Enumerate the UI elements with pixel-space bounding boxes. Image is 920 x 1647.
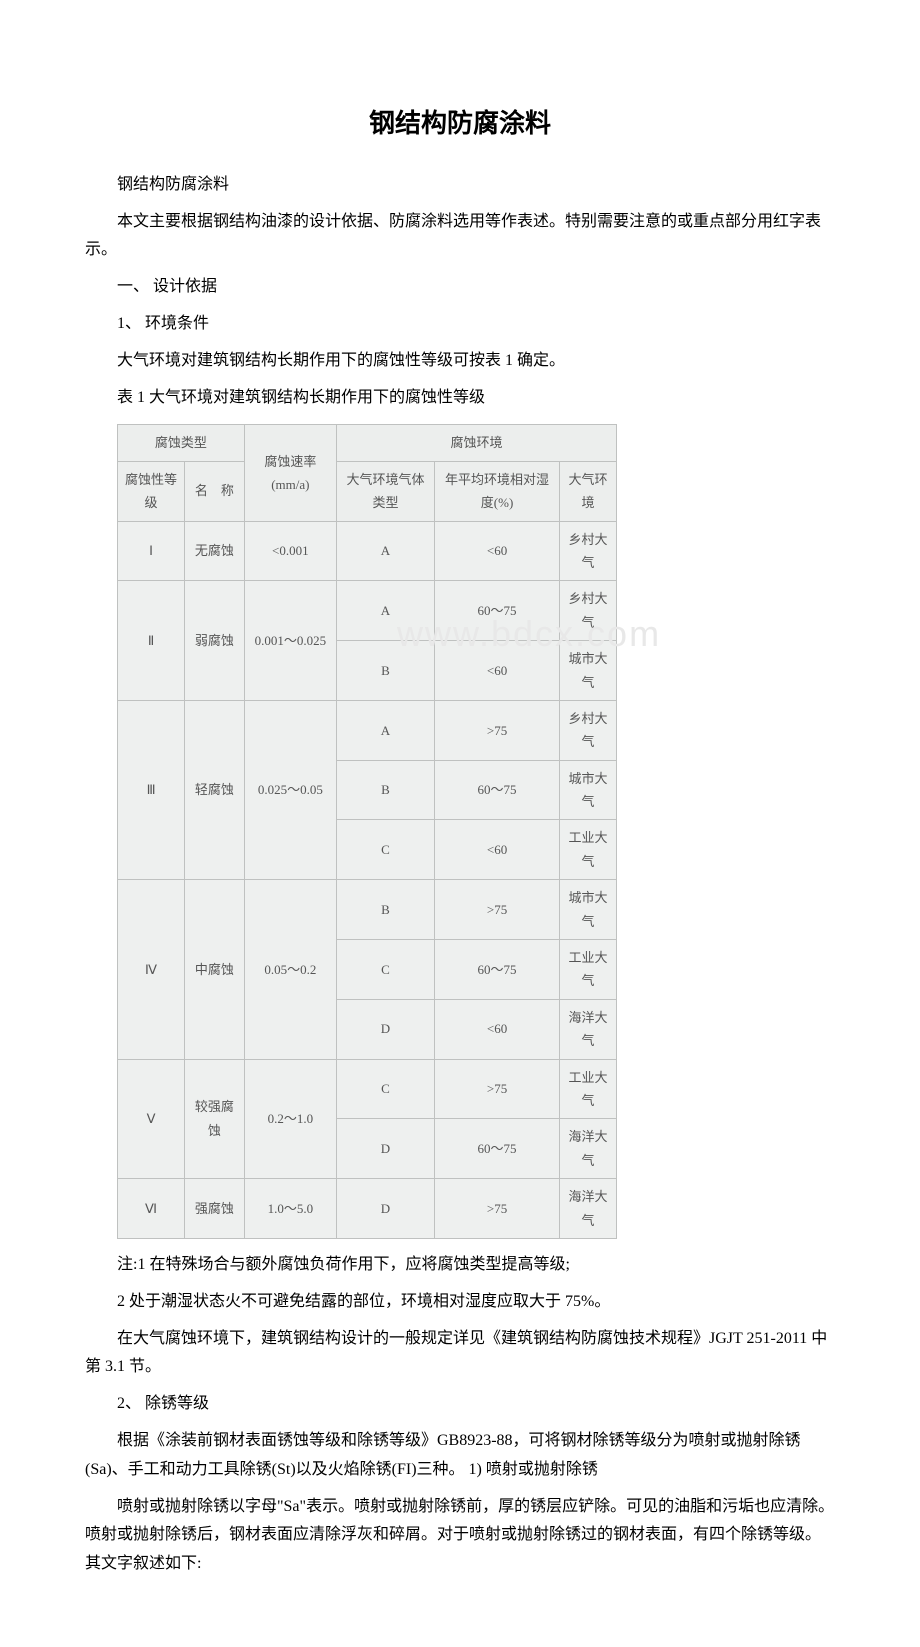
table-row: Ⅱ 弱腐蚀 0.001～0.025 A 60～75 乡村大气: [118, 581, 617, 641]
cell-rate: 0.001～0.025: [244, 581, 336, 701]
cell-humid: >75: [434, 1179, 559, 1239]
cell-gas: D: [337, 999, 435, 1059]
paragraph: 根据《涂装前钢材表面锈蚀等级和除锈等级》GB8923-88，可将钢材除锈等级分为…: [85, 1427, 835, 1485]
cell-humid: <60: [434, 820, 559, 880]
header-corrosion-type: 腐蚀类型: [118, 425, 245, 461]
cell-humid: >75: [434, 880, 559, 940]
cell-level: Ⅵ: [118, 1179, 185, 1239]
paragraph: 1、 环境条件: [85, 310, 835, 339]
header-atm: 大气环境: [560, 461, 617, 521]
paragraph: 钢结构防腐涂料: [85, 171, 835, 200]
cell-atm: 工业大气: [560, 820, 617, 880]
cell-name: 无腐蚀: [185, 521, 245, 581]
corrosion-table-wrap: 腐蚀类型 腐蚀速率(mm/a) 腐蚀环境 腐蚀性等级 名 称 大气环境气体类型 …: [117, 424, 617, 1239]
cell-atm: 海洋大气: [560, 999, 617, 1059]
document-page: 钢结构防腐涂料 钢结构防腐涂料 本文主要根据钢结构油漆的设计依据、防腐涂料选用等…: [0, 0, 920, 1647]
cell-gas: B: [337, 760, 435, 820]
cell-atm: 城市大气: [560, 760, 617, 820]
cell-rate: 0.025～0.05: [244, 700, 336, 879]
paragraph: 一、 设计依据: [85, 273, 835, 302]
cell-humid: <60: [434, 999, 559, 1059]
header-gas: 大气环境气体类型: [337, 461, 435, 521]
cell-rate: 0.05～0.2: [244, 880, 336, 1059]
cell-gas: C: [337, 940, 435, 1000]
cell-atm: 城市大气: [560, 880, 617, 940]
cell-gas: C: [337, 1059, 435, 1119]
cell-humid: >75: [434, 1059, 559, 1119]
cell-name: 较强腐蚀: [185, 1059, 245, 1179]
table-note: 2 处于潮湿状态火不可避免结露的部位，环境相对湿度应取大于 75%。: [85, 1288, 835, 1317]
paragraph: 本文主要根据钢结构油漆的设计依据、防腐涂料选用等作表述。特别需要注意的或重点部分…: [85, 208, 835, 266]
cell-humid: 60～75: [434, 760, 559, 820]
cell-atm: 工业大气: [560, 940, 617, 1000]
cell-gas: A: [337, 700, 435, 760]
cell-humid: 60～75: [434, 581, 559, 641]
cell-humid: 60～75: [434, 940, 559, 1000]
cell-atm: 工业大气: [560, 1059, 617, 1119]
cell-name: 强腐蚀: [185, 1179, 245, 1239]
cell-gas: D: [337, 1179, 435, 1239]
cell-atm: 乡村大气: [560, 700, 617, 760]
header-rate: 腐蚀速率(mm/a): [244, 425, 336, 521]
cell-rate: 1.0～5.0: [244, 1179, 336, 1239]
cell-level: Ⅱ: [118, 581, 185, 701]
cell-atm: 乡村大气: [560, 521, 617, 581]
header-level: 腐蚀性等级: [118, 461, 185, 521]
cell-gas: A: [337, 521, 435, 581]
cell-humid: 60～75: [434, 1119, 559, 1179]
cell-gas: B: [337, 641, 435, 701]
cell-name: 中腐蚀: [185, 880, 245, 1059]
cell-level: Ⅰ: [118, 521, 185, 581]
header-humid: 年平均环境相对湿度(%): [434, 461, 559, 521]
table-header-row: 腐蚀性等级 名 称 大气环境气体类型 年平均环境相对湿度(%) 大气环境: [118, 461, 617, 521]
paragraph: 喷射或抛射除锈以字母"Sa"表示。喷射或抛射除锈前，厚的锈层应铲除。可见的油脂和…: [85, 1493, 835, 1579]
table-header-row: 腐蚀类型 腐蚀速率(mm/a) 腐蚀环境: [118, 425, 617, 461]
table-row: Ⅵ 强腐蚀 1.0～5.0 D >75 海洋大气: [118, 1179, 617, 1239]
cell-gas: D: [337, 1119, 435, 1179]
cell-atm: 城市大气: [560, 641, 617, 701]
header-corrosion-env: 腐蚀环境: [337, 425, 617, 461]
corrosion-table: 腐蚀类型 腐蚀速率(mm/a) 腐蚀环境 腐蚀性等级 名 称 大气环境气体类型 …: [117, 424, 617, 1239]
table-row: Ⅴ 较强腐蚀 0.2～1.0 C >75 工业大气: [118, 1059, 617, 1119]
header-name: 名 称: [185, 461, 245, 521]
cell-name: 轻腐蚀: [185, 700, 245, 879]
page-title: 钢结构防腐涂料: [85, 100, 835, 147]
cell-humid: <60: [434, 641, 559, 701]
cell-gas: A: [337, 581, 435, 641]
cell-atm: 海洋大气: [560, 1119, 617, 1179]
cell-gas: C: [337, 820, 435, 880]
cell-atm: 乡村大气: [560, 581, 617, 641]
cell-name: 弱腐蚀: [185, 581, 245, 701]
cell-humid: <60: [434, 521, 559, 581]
table-row: Ⅲ 轻腐蚀 0.025～0.05 A >75 乡村大气: [118, 700, 617, 760]
cell-humid: >75: [434, 700, 559, 760]
table-row: Ⅰ 无腐蚀 <0.001 A <60 乡村大气: [118, 521, 617, 581]
paragraph: 2、 除锈等级: [85, 1390, 835, 1419]
cell-level: Ⅳ: [118, 880, 185, 1059]
paragraph: 大气环境对建筑钢结构长期作用下的腐蚀性等级可按表 1 确定。: [85, 347, 835, 376]
cell-level: Ⅴ: [118, 1059, 185, 1179]
paragraph: 在大气腐蚀环境下，建筑钢结构设计的一般规定详见《建筑钢结构防腐蚀技术规程》JGJ…: [85, 1325, 835, 1383]
cell-rate: 0.2～1.0: [244, 1059, 336, 1179]
cell-level: Ⅲ: [118, 700, 185, 879]
table-note: 注:1 在特殊场合与额外腐蚀负荷作用下，应将腐蚀类型提高等级;: [85, 1251, 835, 1280]
cell-gas: B: [337, 880, 435, 940]
table-caption: 表 1 大气环境对建筑钢结构长期作用下的腐蚀性等级: [85, 384, 835, 413]
table-row: Ⅳ 中腐蚀 0.05～0.2 B >75 城市大气: [118, 880, 617, 940]
cell-rate: <0.001: [244, 521, 336, 581]
cell-atm: 海洋大气: [560, 1179, 617, 1239]
